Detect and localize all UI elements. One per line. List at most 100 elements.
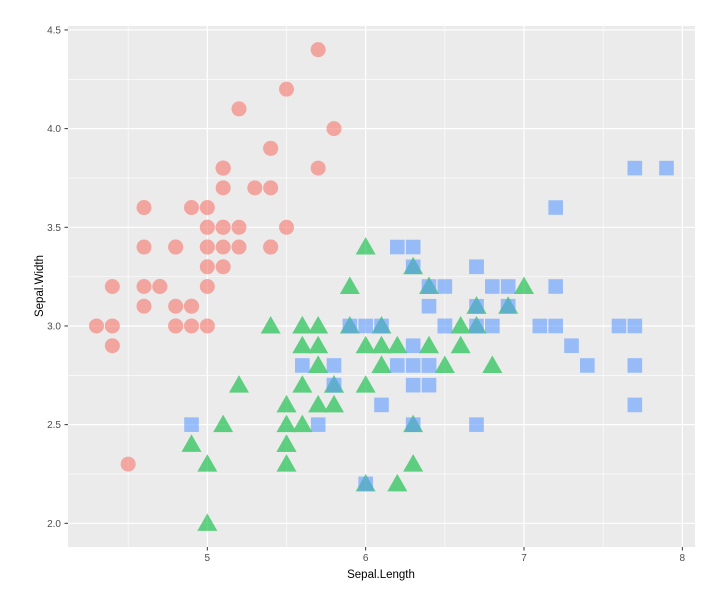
data-point-circle	[310, 160, 326, 176]
data-point-square	[421, 279, 437, 294]
data-point-square	[342, 318, 358, 334]
data-point-circle	[263, 140, 279, 156]
y-tick-label: 2.5	[47, 420, 61, 431]
data-point-square	[405, 377, 421, 393]
data-point-triangle	[197, 513, 218, 531]
x-tick-label: 6	[363, 553, 369, 564]
data-point-triangle	[292, 375, 313, 393]
data-point-circle	[215, 160, 231, 176]
data-point-square	[390, 239, 405, 255]
data-point-circle	[279, 81, 294, 97]
data-point-circle	[168, 239, 184, 255]
data-point-square	[390, 358, 405, 373]
data-point-circle	[199, 239, 215, 255]
data-point-square	[580, 358, 595, 373]
data-point-square	[421, 298, 437, 314]
data-point-square	[627, 160, 643, 176]
data-point-square	[437, 318, 453, 334]
plot-panel	[68, 26, 695, 547]
data-point-triangle	[276, 394, 297, 413]
data-point-square	[310, 417, 326, 432]
data-point-circle	[215, 239, 231, 255]
data-point-circle	[104, 279, 120, 294]
data-point-square	[374, 318, 389, 334]
data-point-circle	[215, 259, 231, 275]
data-point-triangle	[355, 237, 376, 255]
data-point-circle	[136, 239, 152, 255]
data-point-triangle	[387, 335, 408, 354]
data-point-circle	[215, 219, 231, 235]
data-point-triangle	[276, 414, 297, 433]
data-point-triangle	[276, 454, 297, 472]
data-point-circle	[310, 42, 326, 58]
data-point-triangle	[308, 335, 329, 354]
data-point-circle	[184, 298, 199, 314]
data-point-triangle	[450, 335, 471, 354]
data-point-circle	[279, 219, 294, 235]
data-point-circle	[152, 279, 168, 294]
data-point-circle	[231, 219, 247, 235]
data-point-square	[627, 397, 643, 413]
data-point-circle	[168, 298, 184, 314]
data-point-triangle	[308, 394, 329, 413]
data-point-square	[469, 259, 484, 275]
y-tick-label: 4.0	[47, 124, 61, 135]
data-point-circle	[231, 239, 247, 255]
series-blue_squares	[184, 160, 674, 492]
data-point-circle	[104, 318, 120, 334]
data-point-circle	[184, 318, 199, 334]
data-point-square	[485, 318, 500, 334]
data-point-circle	[168, 318, 184, 334]
data-point-triangle	[450, 315, 471, 334]
data-point-triangle	[213, 414, 234, 433]
y-tick-label: 3.5	[47, 223, 61, 234]
data-point-triangle	[276, 434, 297, 452]
data-point-square	[326, 377, 342, 393]
data-point-triangle	[403, 454, 424, 472]
data-point-square	[421, 358, 437, 373]
data-point-square	[627, 358, 643, 373]
x-axis-title: Sepal.Length	[347, 569, 415, 581]
data-point-square	[469, 318, 484, 334]
data-point-square	[564, 338, 579, 354]
data-point-square	[374, 397, 389, 413]
series-red_circles	[89, 42, 342, 472]
data-point-triangle	[260, 315, 281, 334]
data-point-square	[184, 417, 199, 432]
data-point-circle	[136, 200, 152, 216]
data-point-square	[437, 279, 453, 294]
data-point-triangle	[355, 335, 376, 354]
data-point-square	[469, 417, 484, 432]
data-point-triangle	[419, 335, 439, 354]
data-point-square	[627, 318, 643, 334]
data-point-square	[500, 279, 516, 294]
data-point-square	[500, 298, 516, 314]
data-point-circle	[89, 318, 104, 334]
data-point-circle	[199, 279, 215, 294]
data-point-circle	[104, 338, 120, 354]
y-tick-label: 3.0	[47, 321, 61, 332]
data-point-circle	[199, 259, 215, 275]
data-point-triangle	[308, 355, 329, 373]
data-point-square	[405, 358, 421, 373]
x-tick-label: 5	[205, 553, 211, 564]
y-axis-title: Sepal.Width	[34, 254, 46, 318]
data-point-triangle	[292, 414, 313, 433]
data-point-square	[358, 318, 373, 334]
x-tick-label: 7	[521, 553, 527, 564]
data-point-triangle	[371, 335, 392, 354]
data-point-triangle	[434, 355, 455, 373]
data-point-square	[295, 358, 310, 373]
y-tick-label: 2.0	[47, 519, 61, 530]
x-tick-label: 8	[680, 553, 686, 564]
data-point-square	[405, 417, 421, 432]
data-point-square	[326, 358, 342, 373]
data-point-triangle	[308, 315, 329, 334]
data-point-triangle	[324, 394, 344, 413]
data-point-circle	[326, 121, 342, 137]
data-point-triangle	[371, 355, 392, 373]
data-point-square	[532, 318, 548, 334]
data-point-circle	[199, 200, 215, 216]
